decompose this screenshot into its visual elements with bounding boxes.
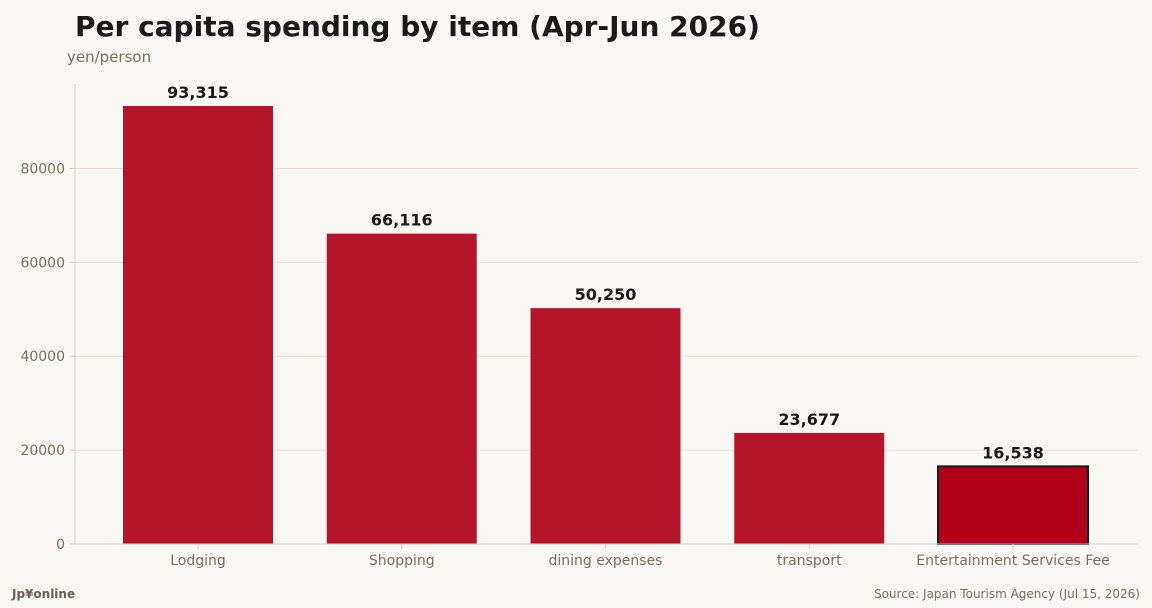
bar-value-label: 16,538	[982, 443, 1044, 462]
bar	[530, 308, 681, 544]
bars	[123, 105, 1089, 545]
brand-logo: Jp¥online	[12, 587, 76, 601]
bar	[326, 233, 477, 544]
y-tick-label: 0	[56, 537, 65, 553]
bar-value-label: 93,315	[167, 83, 229, 102]
y-axis-unit-label: yen/person	[67, 48, 152, 66]
bar	[937, 465, 1089, 545]
bar-value-label: 23,677	[778, 410, 840, 429]
chart-title: Per capita spending by item (Apr-Jun 202…	[75, 10, 760, 43]
y-tick-label: 60000	[20, 255, 65, 271]
bar-value-label: 50,250	[575, 285, 637, 304]
source-note: Source: Japan Tourism Agency (Jul 15, 20…	[873, 587, 1140, 601]
y-tick-label: 80000	[20, 161, 65, 177]
x-tick-label: transport	[777, 553, 842, 569]
x-tick-label: Shopping	[369, 553, 435, 569]
bar	[123, 105, 273, 544]
labels: 0 20000 40000 60000 80000 Lodging 93,315 Shoppi…	[20, 83, 1109, 569]
axes	[70, 84, 1138, 549]
x-tick-label: Entertainment Services Fee	[916, 553, 1109, 569]
bar	[734, 432, 885, 544]
bar-value-label: 66,116	[371, 211, 433, 230]
x-tick-label: dining expenses	[549, 553, 663, 569]
y-tick-label: 20000	[20, 443, 65, 459]
y-tick-label: 40000	[20, 349, 65, 365]
x-tick-label: Lodging	[170, 553, 226, 569]
